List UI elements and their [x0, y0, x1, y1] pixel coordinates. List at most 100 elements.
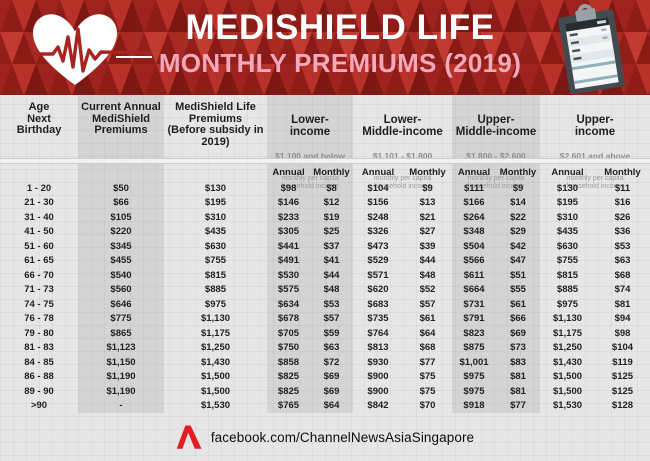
- premium-value-cell: $975: [463, 385, 485, 397]
- premium-value-cell: $73: [510, 342, 526, 354]
- premium-value-cell: $51: [510, 269, 526, 281]
- premium-value-cell: $29: [510, 226, 526, 238]
- premium-value-cell: $1,175: [200, 327, 231, 339]
- income-note: monthly per capita household income: [566, 175, 624, 190]
- premium-value-cell: $918: [463, 400, 485, 412]
- premium-value-cell: $8: [326, 182, 337, 194]
- premium-value-cell: $77: [419, 356, 436, 368]
- premium-value-cell: $530: [277, 269, 300, 281]
- premium-value-cell: $571: [367, 269, 389, 281]
- monthly-subheader: Monthly: [604, 167, 641, 178]
- heart-ecg-icon: [20, 4, 155, 95]
- premium-value-cell: $930: [367, 356, 389, 368]
- premium-value-cell: $540: [110, 269, 132, 281]
- shaded-column-band: [78, 95, 164, 413]
- premium-value-cell: $842: [367, 400, 389, 412]
- cna-logo-icon: [176, 425, 202, 449]
- age-range-cell: 61 - 65: [24, 255, 54, 267]
- premium-value-cell: $53: [323, 298, 340, 310]
- premium-value-cell: $156: [367, 197, 389, 209]
- annual-subheader: Annual: [551, 167, 584, 178]
- premium-value-cell: $560: [110, 284, 132, 296]
- premium-value-cell: $1,250: [552, 342, 583, 354]
- age-range-cell: 86 - 88: [24, 371, 54, 383]
- shaded-column-band: [267, 95, 353, 413]
- premium-value-cell: $39: [419, 240, 436, 252]
- premium-value-cell: $1,500: [552, 385, 583, 397]
- premium-value-cell: $815: [204, 269, 227, 281]
- premium-value-cell: $47: [510, 255, 526, 267]
- premium-value-cell: $130: [204, 182, 227, 194]
- income-group-header-lower-middle: Lower- Middle-income $1,101 - $1,800 mon…: [353, 102, 452, 202]
- premium-value-cell: $57: [323, 313, 340, 325]
- age-range-cell: 81 - 83: [24, 342, 54, 354]
- income-range: $1,100 and below: [275, 151, 345, 161]
- premium-value-cell: $125: [611, 385, 634, 397]
- premium-value-cell: $885: [556, 284, 579, 296]
- premium-value-cell: $345: [110, 240, 132, 252]
- premium-value-cell: $26: [614, 211, 631, 223]
- premium-value-cell: $12: [323, 197, 340, 209]
- income-title: Lower- income: [289, 113, 331, 138]
- table-subheader-row: Annual Monthly Annual Monthly Annual Mon…: [0, 164, 650, 181]
- premium-value-cell: $630: [204, 240, 227, 252]
- premium-value-cell: $128: [611, 400, 634, 412]
- premium-value-cell: $81: [510, 371, 526, 383]
- annual-subheader: Annual: [361, 167, 395, 178]
- age-range-cell: 21 - 30: [24, 197, 54, 209]
- premium-value-cell: $305: [277, 226, 300, 238]
- premium-value-cell: $111: [463, 182, 485, 194]
- income-note: monthly per capita household income: [467, 175, 525, 190]
- banner: MEDISHIELD LIFE MONTHLY PREMIUMS (2019): [0, 0, 650, 95]
- premium-value-cell: $37: [323, 240, 340, 252]
- income-range: $2,601 and above: [559, 151, 631, 161]
- income-title: Upper- Middle-income: [455, 113, 537, 138]
- premium-value-cell: $825: [277, 371, 300, 383]
- premium-value-cell: $19: [323, 211, 340, 223]
- premium-value-cell: $59: [323, 327, 340, 339]
- premium-value-cell: $25: [323, 226, 340, 238]
- monthly-subheader: Monthly: [499, 167, 537, 178]
- premium-value-cell: $94: [614, 313, 631, 325]
- premium-value-cell: $125: [611, 371, 634, 383]
- poster-subtitle: MONTHLY PREMIUMS (2019): [158, 48, 522, 78]
- premium-value-cell: $435: [556, 226, 579, 238]
- age-range-cell: 89 - 90: [24, 385, 54, 397]
- footer: facebook.com/ChannelNewsAsiaSingapore: [0, 413, 650, 461]
- premium-value-cell: $195: [556, 197, 579, 209]
- income-group-header-upper-middle: Upper- Middle-income $1,800 - $2,600 mon…: [452, 102, 540, 202]
- premium-value-cell: $791: [463, 313, 485, 325]
- premium-value-cell: $61: [419, 313, 436, 325]
- premium-value-cell: $264: [463, 211, 485, 223]
- premium-value-cell: $875: [463, 342, 485, 354]
- header-separator: [0, 158, 650, 164]
- age-range-cell: 1 - 20: [26, 182, 52, 194]
- income-title: Upper- income: [574, 113, 616, 138]
- age-range-cell: 51 - 60: [24, 240, 54, 252]
- premium-value-cell: $22: [510, 211, 526, 223]
- premium-value-cell: $775: [110, 313, 132, 325]
- table-header-row: Age Next Birthday Current Annual MediShi…: [0, 95, 650, 189]
- monthly-subheader: Monthly: [409, 167, 446, 178]
- premium-value-cell: $130: [556, 182, 579, 194]
- premium-value-cell: $41: [323, 255, 340, 267]
- premium-value-cell: $72: [323, 356, 340, 368]
- age-range-cell: 66 - 70: [24, 269, 54, 281]
- premium-value-cell: $825: [277, 385, 300, 397]
- clipboard-icon: [548, 2, 634, 95]
- premium-value-cell: $1,500: [200, 385, 231, 397]
- premium-value-cell: $630: [556, 240, 579, 252]
- income-range: $1,800 - $2,600: [466, 151, 526, 161]
- premium-value-cell: $575: [277, 284, 300, 296]
- premium-value-cell: $53: [614, 240, 631, 252]
- premium-value-cell: $885: [204, 284, 227, 296]
- premium-value-cell: $248: [367, 211, 389, 223]
- premium-value-cell: $1,530: [552, 400, 583, 412]
- premium-value-cell: $69: [323, 385, 340, 397]
- premium-value-cell: $68: [419, 342, 436, 354]
- premium-value-cell: $1,175: [552, 327, 583, 339]
- premium-value-cell: $36: [614, 226, 631, 238]
- premium-value-cell: $83: [510, 356, 526, 368]
- premium-value-cell: $900: [367, 371, 389, 383]
- premium-value-cell: $48: [419, 269, 436, 281]
